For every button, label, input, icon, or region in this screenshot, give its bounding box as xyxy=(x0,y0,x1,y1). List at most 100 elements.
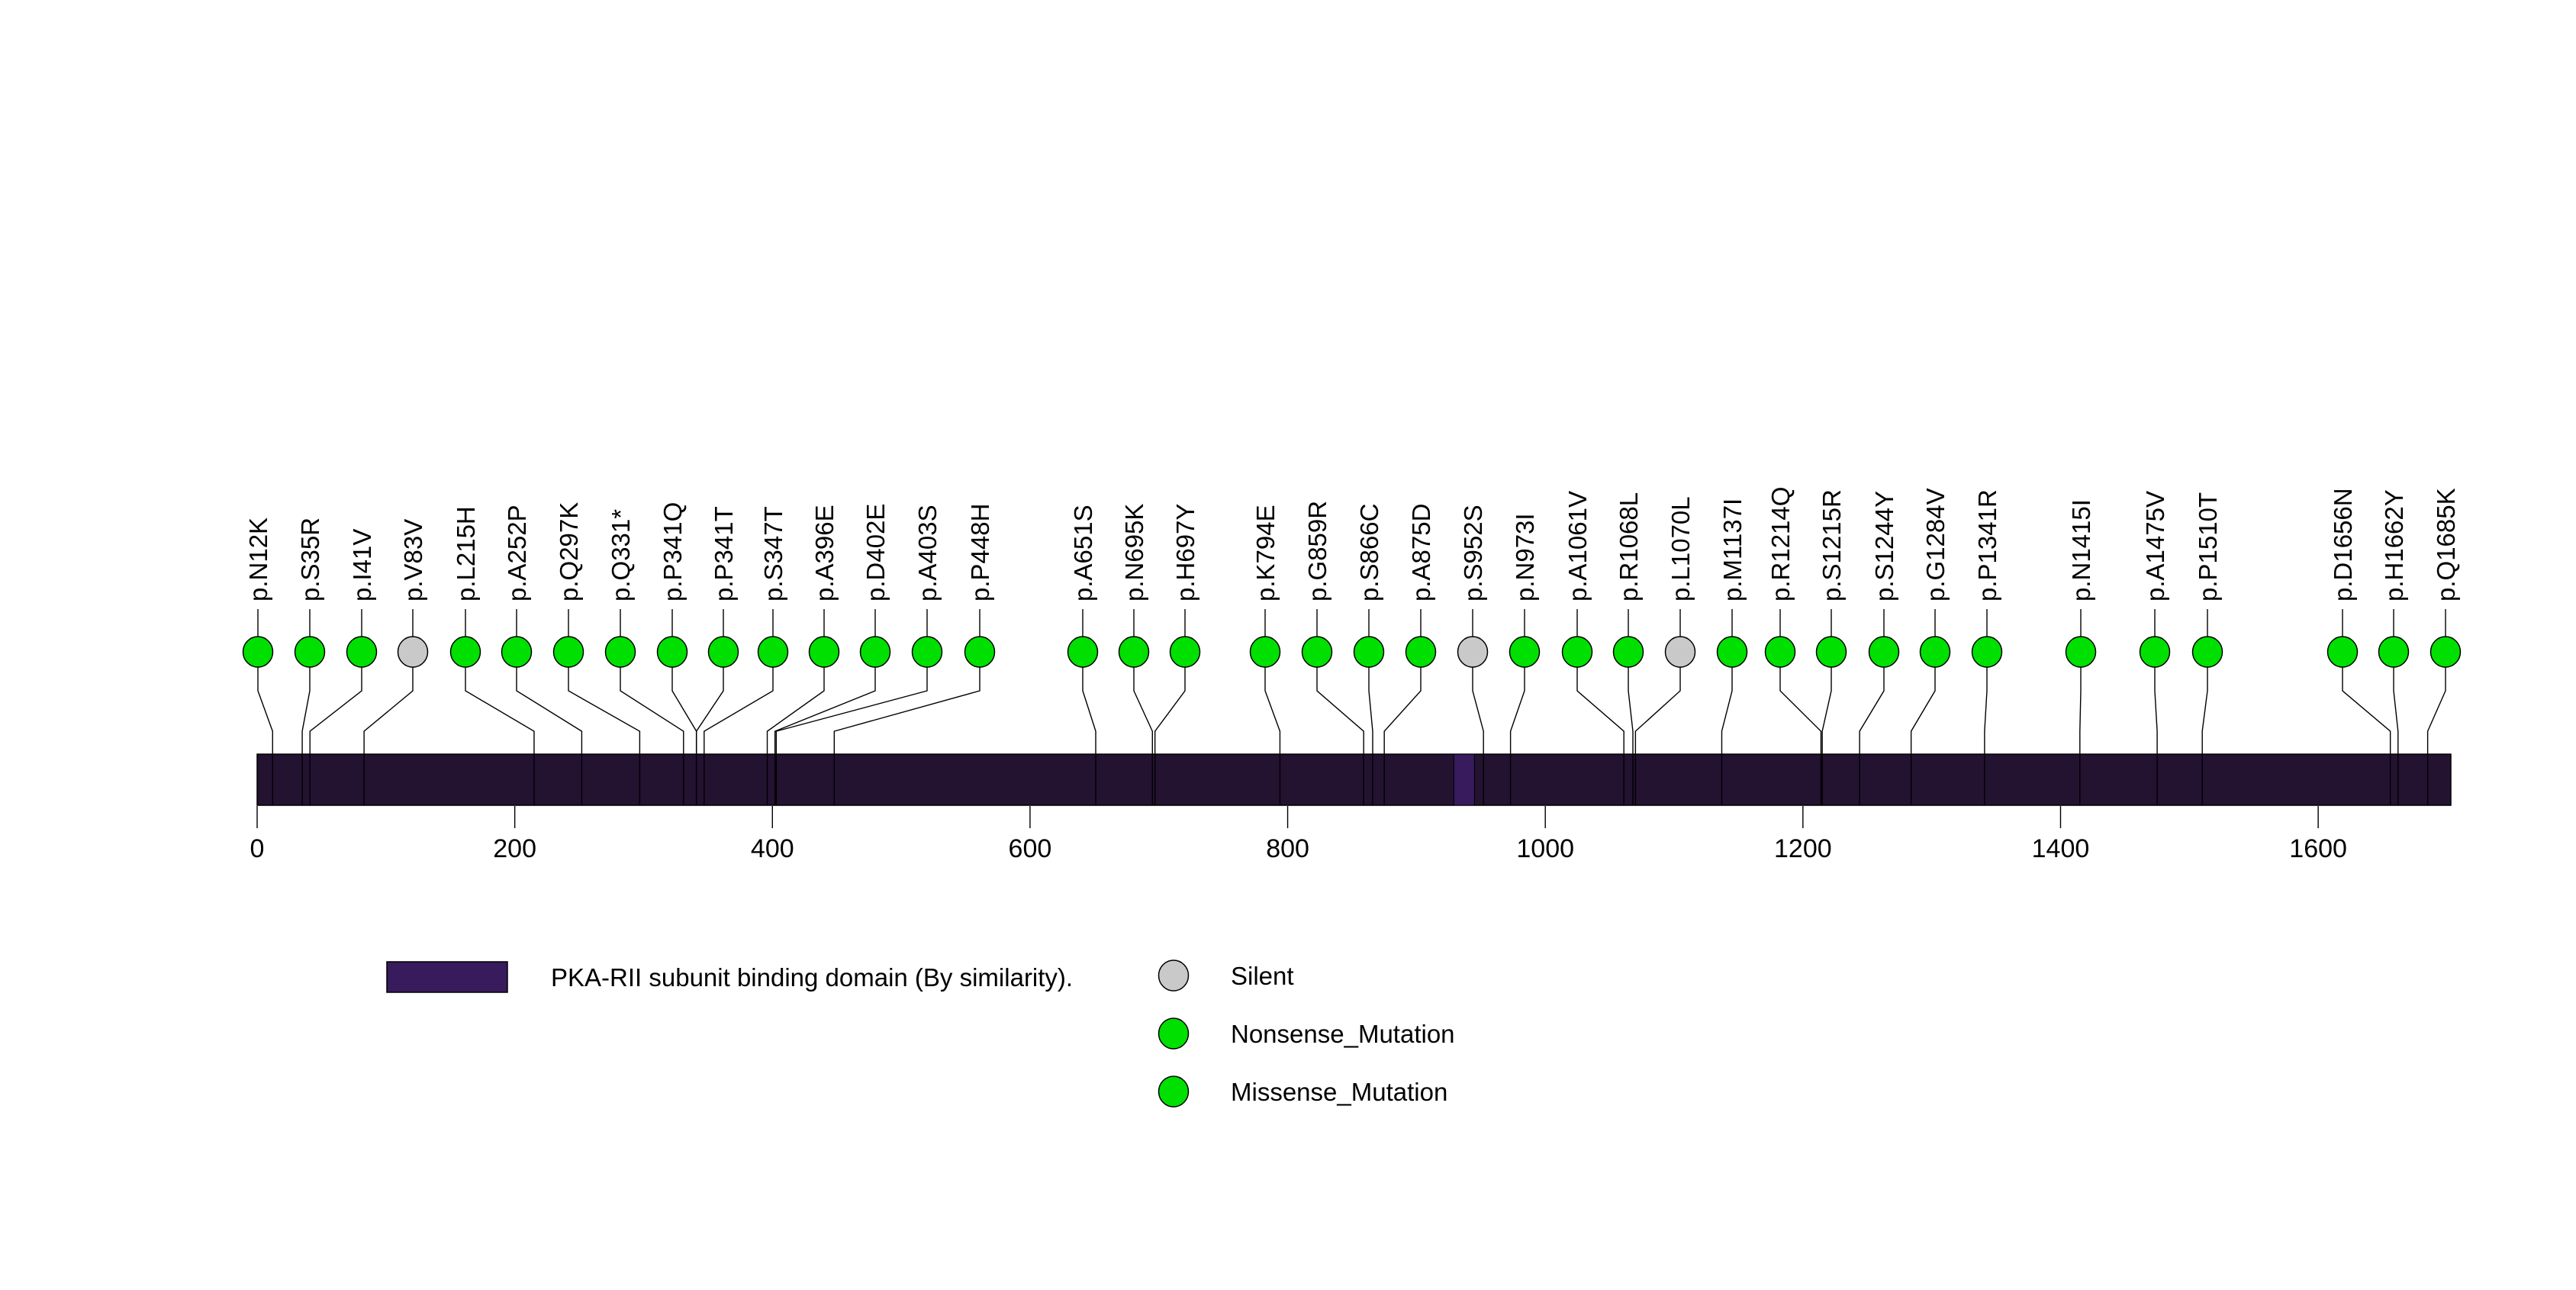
axis-tick-label: 400 xyxy=(751,834,794,863)
x-axis: 0 200 400 600 800 1000 1200 1400 1600 xyxy=(250,806,2347,863)
mutation-connector xyxy=(1859,667,1885,805)
mutation-label: p.N12K xyxy=(244,518,272,601)
mutation-circle xyxy=(1868,636,1900,668)
mutation-circle xyxy=(656,636,688,668)
mutation-circle xyxy=(242,636,274,668)
mutation-label: p.S866C xyxy=(1355,504,1383,601)
domain-rect xyxy=(1453,753,1475,806)
mutation-label: p.A396E xyxy=(810,505,839,601)
mutation-label: p.Q297K xyxy=(555,502,583,601)
mutation-circle xyxy=(552,636,584,668)
mutation-circle xyxy=(1169,636,1201,668)
mutation-label: p.P1510T xyxy=(2194,492,2222,601)
mutation-circle xyxy=(2429,636,2462,668)
mutation-label: p.A875D xyxy=(1407,504,1435,601)
axis-tick-label: 200 xyxy=(493,834,536,863)
mutations-layer: p.N12K p.S35R p.I41V p.V83V p.L215H p.A252P p.… xyxy=(242,487,2462,805)
mutation-label: p.I41V xyxy=(348,529,376,601)
mutation-circle xyxy=(1815,636,1847,668)
mutation-label: p.N1415I xyxy=(2067,499,2095,601)
mutation-connector xyxy=(1316,667,1364,805)
mutation-connector xyxy=(257,667,273,805)
mutation-circle xyxy=(2326,636,2359,668)
legend-type-swatch xyxy=(1158,959,1190,992)
mutation-label: p.A403S xyxy=(913,505,942,601)
mutation-circle xyxy=(346,636,378,668)
mutation-label: p.H1662Y xyxy=(2380,489,2408,601)
mutation-label: p.S347T xyxy=(759,506,787,601)
mutation-circle xyxy=(1919,636,1951,668)
mutation-circle xyxy=(1249,636,1281,668)
axis-tick-label: 600 xyxy=(1009,834,1052,863)
mutation-connector xyxy=(465,667,535,805)
axis-tick-label: 1600 xyxy=(2289,834,2347,863)
legend-domain-swatch xyxy=(386,961,508,993)
mutation-circle xyxy=(501,636,533,668)
mutation-connector xyxy=(2154,667,2158,805)
mutation-circle xyxy=(1561,636,1593,668)
legend-type-label: Silent xyxy=(1231,962,1294,990)
mutation-connector xyxy=(1472,667,1484,805)
mutation-label: p.P341Q xyxy=(658,502,687,601)
mutation-connector xyxy=(301,667,311,805)
legend: PKA-RII subunit binding domain (By simil… xyxy=(386,959,1455,1108)
mutation-circle xyxy=(808,636,840,668)
mutation-connector xyxy=(704,667,774,805)
mutation-connector xyxy=(2201,667,2208,805)
mutation-label: p.M1137I xyxy=(1718,498,1747,601)
mutation-label: p.A1475V xyxy=(2141,491,2169,601)
mutation-connector xyxy=(516,667,583,805)
mutation-label: p.L215H xyxy=(452,506,480,601)
mutation-circle xyxy=(449,636,481,668)
mutation-circle xyxy=(911,636,943,668)
mutation-connector xyxy=(774,667,876,805)
mutation-circle xyxy=(1067,636,1099,668)
mutation-connector xyxy=(1721,667,1733,805)
mutation-connector xyxy=(620,667,684,805)
mutation-label: p.L1070L xyxy=(1666,496,1695,601)
legend-type-swatch xyxy=(1158,1017,1190,1050)
mutation-label: p.S1215R xyxy=(1818,489,1846,601)
mutation-connector xyxy=(1821,667,1832,805)
axis-tick-label: 0 xyxy=(250,834,265,863)
mutation-circle xyxy=(1118,636,1150,668)
mutation-connector xyxy=(1779,667,1822,805)
mutation-label: p.N695K xyxy=(1120,504,1148,601)
mutation-connector xyxy=(1264,667,1281,805)
axis-tick-label: 1000 xyxy=(1516,834,1574,863)
mutation-label: p.Q331* xyxy=(607,509,635,601)
mutation-label: p.P1341R xyxy=(1973,489,2001,601)
mutation-circle xyxy=(397,636,429,668)
mutation-label: p.G1284V xyxy=(1921,488,1950,601)
mutation-label: p.N973I xyxy=(1511,513,1539,601)
legend-domain-label: PKA-RII subunit binding domain (By simil… xyxy=(551,963,1073,992)
mutation-label: p.K794E xyxy=(1251,505,1280,601)
legend-type-swatch xyxy=(1158,1076,1190,1108)
mutation-label: p.R1214Q xyxy=(1766,487,1795,601)
mutation-label: p.A651S xyxy=(1069,505,1097,601)
mutation-label: p.G859R xyxy=(1303,501,1331,601)
mutation-label: p.D402E xyxy=(861,504,890,601)
axis-tick-label: 800 xyxy=(1266,834,1309,863)
mutation-connector xyxy=(1628,667,1634,805)
mutation-circle xyxy=(2191,636,2223,668)
mutation-label: p.V83V xyxy=(399,519,427,601)
mutation-label: p.A252P xyxy=(503,505,531,601)
mutation-label: p.A1061V xyxy=(1563,491,1592,601)
legend-type-label: Missense_Mutation xyxy=(1231,1078,1447,1106)
mutation-circle xyxy=(1457,636,1489,668)
legend-type-label: Nonsense_Mutation xyxy=(1231,1020,1455,1048)
mutation-connector xyxy=(568,667,641,805)
mutation-circle xyxy=(1764,636,1796,668)
mutation-label: p.H697Y xyxy=(1171,504,1199,601)
mutation-connector xyxy=(1368,667,1373,805)
mutation-connector xyxy=(309,667,362,805)
domain-layer xyxy=(1453,753,1475,806)
mutation-connector xyxy=(1154,667,1186,805)
mutation-circle xyxy=(859,636,891,668)
mutation-connector xyxy=(1383,667,1422,805)
mutation-circle xyxy=(2378,636,2410,668)
mutation-circle xyxy=(1971,636,2003,668)
mutation-connector xyxy=(1984,667,1988,805)
mutation-circle xyxy=(1664,636,1696,668)
